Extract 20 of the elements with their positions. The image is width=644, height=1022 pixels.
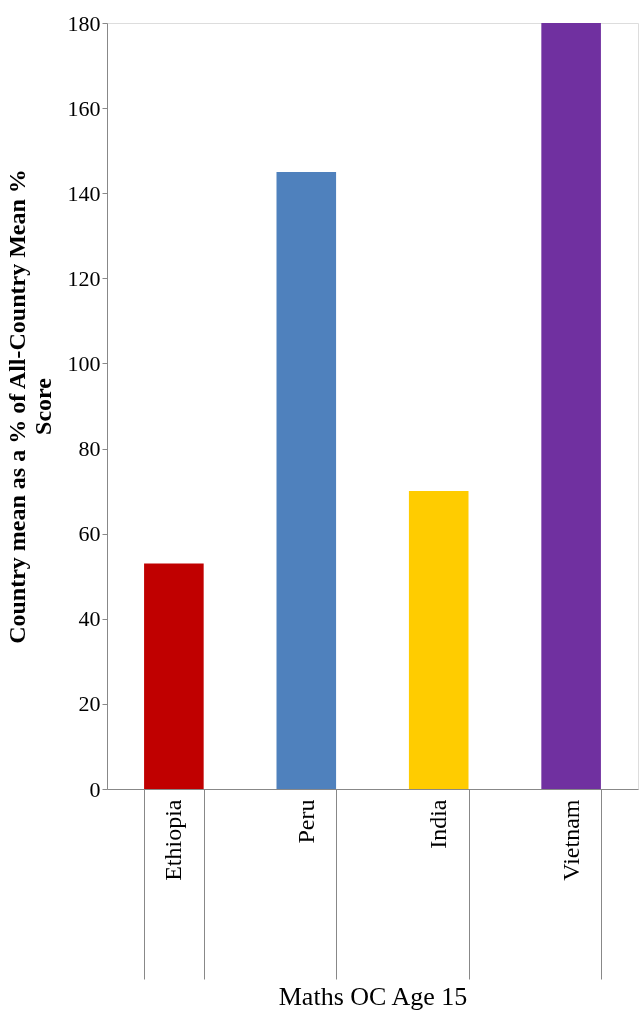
x-tick-label: Peru: [292, 799, 319, 844]
y-axis-title: Country mean as a % of All-Country Mean % Score: [3, 169, 56, 644]
y-tick-label: 120: [67, 265, 101, 291]
y-tick-label: 20: [78, 691, 101, 717]
y-tick-label: 100: [67, 350, 101, 376]
bar: [276, 171, 337, 789]
x-tick-label: India: [425, 799, 452, 849]
x-tick-label: Vietnam: [557, 799, 584, 881]
x-tick-label: Ethiopia: [160, 799, 187, 881]
bar: [408, 491, 469, 789]
y-tick-label: 160: [67, 95, 101, 121]
y-tick-label: 40: [78, 606, 101, 632]
y-tick-label: 0: [89, 776, 101, 802]
bar: [144, 563, 204, 789]
bar: [541, 23, 601, 789]
y-tick-label: 80: [78, 436, 101, 462]
x-axis-title: Maths OC Age 15: [278, 982, 468, 1011]
y-tick-label: 60: [78, 521, 101, 547]
y-tick-label: 140: [67, 180, 101, 206]
y-tick-label: 180: [67, 10, 101, 36]
